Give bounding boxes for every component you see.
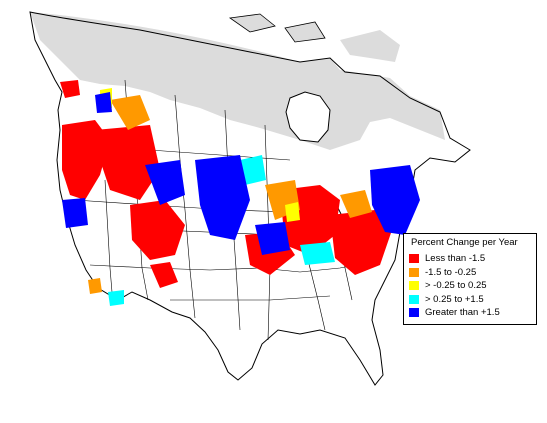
legend-title: Percent Change per Year xyxy=(411,237,518,248)
legend-item: > -0.25 to 0.25 xyxy=(409,279,531,293)
blob-blue xyxy=(195,155,250,240)
legend: Percent Change per Year Less than -1.5 -1… xyxy=(403,233,537,325)
legend-swatch xyxy=(409,267,419,277)
blob-red xyxy=(330,210,392,275)
legend-swatch xyxy=(409,254,419,264)
blob-orange xyxy=(340,190,372,218)
blob-red xyxy=(150,262,178,288)
blob-blue xyxy=(95,92,112,113)
legend-swatch xyxy=(409,281,419,291)
change-blobs xyxy=(60,80,420,306)
blob-cyan xyxy=(108,290,124,306)
legend-item: > 0.25 to +1.5 xyxy=(409,293,531,307)
legend-label: Less than -1.5 xyxy=(425,253,486,265)
hudson-bay xyxy=(285,91,331,143)
legend-label: > -0.25 to 0.25 xyxy=(425,280,487,292)
blob-orange xyxy=(110,95,150,130)
no-data-region-east xyxy=(340,30,400,62)
legend-swatch xyxy=(409,308,419,318)
legend-label: > 0.25 to +1.5 xyxy=(425,293,484,305)
blob-blue xyxy=(370,165,420,235)
continent-outline xyxy=(29,11,471,386)
blob-red xyxy=(95,125,160,200)
legend-item: -1.5 to -0.25 xyxy=(409,266,531,280)
blob-orange xyxy=(88,278,102,294)
no-data-region xyxy=(30,12,445,150)
blob-yellow xyxy=(285,202,300,222)
blob-blue xyxy=(255,222,290,255)
legend-item: Greater than +1.5 xyxy=(409,306,531,320)
legend-label: Greater than +1.5 xyxy=(425,307,500,319)
blob-blue xyxy=(62,198,88,228)
blob-red xyxy=(60,80,80,98)
arctic-islands xyxy=(228,13,326,43)
legend-items: Less than -1.5 -1.5 to -0.25 > -0.25 to 0.… xyxy=(409,252,531,320)
legend-swatch xyxy=(409,294,419,304)
legend-label: -1.5 to -0.25 xyxy=(425,266,477,278)
blob-cyan xyxy=(240,155,266,185)
blob-blue xyxy=(145,160,185,205)
blob-cyan xyxy=(300,242,335,265)
legend-item: Less than -1.5 xyxy=(409,252,531,266)
blob-red xyxy=(130,200,185,260)
